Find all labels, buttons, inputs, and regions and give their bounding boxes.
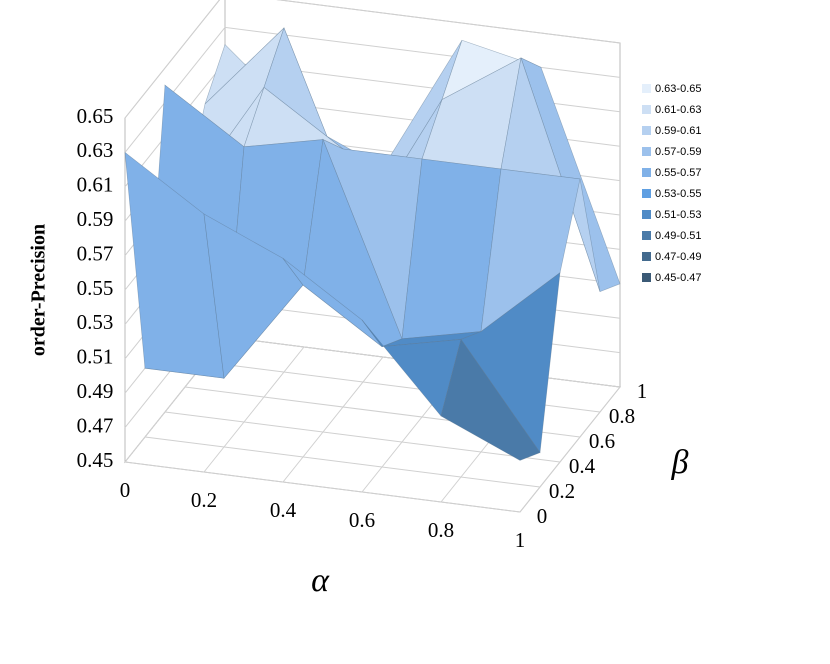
x-tick-label: 0.2 xyxy=(191,488,217,512)
legend-label: 0.57-0.59 xyxy=(655,146,701,158)
legend-label: 0.59-0.61 xyxy=(655,125,701,137)
y-tick-label: 0.2 xyxy=(549,479,575,503)
z-tick-label: 0.51 xyxy=(77,345,114,369)
legend-label: 0.63-0.65 xyxy=(655,83,701,95)
grid-line xyxy=(124,0,621,119)
legend-swatch xyxy=(642,189,651,198)
legend-label: 0.47-0.49 xyxy=(655,251,701,263)
surface-patch xyxy=(440,338,541,461)
grid-line xyxy=(144,436,541,488)
legend-label: 0.55-0.57 xyxy=(655,167,701,179)
x-tick-label: 0.8 xyxy=(428,518,454,542)
z-tick-label: 0.47 xyxy=(77,413,114,437)
z-tick-label: 0.55 xyxy=(77,276,114,300)
y-tick-label: 1 xyxy=(637,379,648,403)
legend-swatch xyxy=(642,273,651,282)
legend-swatch xyxy=(642,231,651,240)
legend-label: 0.61-0.63 xyxy=(655,104,701,116)
grid-line xyxy=(164,411,561,463)
z-tick-label: 0.61 xyxy=(77,173,114,197)
legend-swatch xyxy=(642,210,651,219)
y-tick-label: 0 xyxy=(537,504,548,528)
x-tick-label: 1 xyxy=(515,528,526,552)
x-tick-label: 0.4 xyxy=(270,498,297,522)
legend-swatch xyxy=(642,126,651,135)
y-tick-label: 0.4 xyxy=(569,454,596,478)
z-tick-label: 0.59 xyxy=(77,207,114,231)
grid-line xyxy=(519,386,621,513)
legend-label: 0.45-0.47 xyxy=(655,272,701,284)
z-tick-label: 0.65 xyxy=(77,104,114,128)
y-axis-title: β xyxy=(671,444,689,481)
y-tick-label: 0.6 xyxy=(589,429,615,453)
legend-label: 0.49-0.51 xyxy=(655,230,701,242)
z-tick-label: 0.53 xyxy=(77,310,114,334)
z-axis-title: order-Precision xyxy=(28,224,50,356)
legend-label: 0.51-0.53 xyxy=(655,209,701,221)
grid-line xyxy=(124,461,521,513)
legend-swatch xyxy=(642,147,651,156)
x-axis-title: α xyxy=(311,562,330,599)
z-tick-label: 0.45 xyxy=(77,448,114,472)
legend-swatch xyxy=(642,84,651,93)
grid-line xyxy=(203,346,305,473)
grid-line xyxy=(282,356,384,483)
legend-label: 0.53-0.55 xyxy=(655,188,701,200)
y-tick-label: 0.8 xyxy=(609,404,635,428)
z-tick-label: 0.63 xyxy=(77,138,114,162)
z-tick-label: 0.57 xyxy=(77,241,114,265)
x-tick-label: 0.6 xyxy=(349,508,375,532)
legend-swatch xyxy=(642,105,651,114)
z-tick-label: 0.49 xyxy=(77,379,114,403)
legend-swatch xyxy=(642,252,651,261)
legend-swatch xyxy=(642,168,651,177)
x-tick-label: 0 xyxy=(120,478,131,502)
